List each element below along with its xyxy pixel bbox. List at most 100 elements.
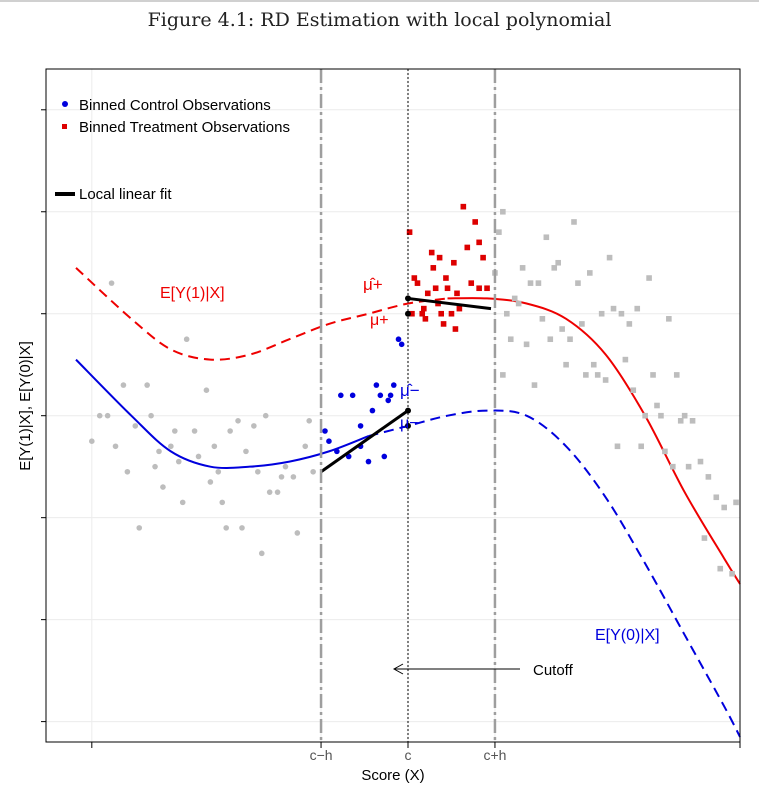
data-point	[519, 265, 526, 271]
mu-minus-hat-label: μ̂−	[400, 381, 420, 400]
data-point	[390, 382, 397, 388]
data-point	[681, 412, 688, 419]
y-axis-label: E[Y(1)|X], E[Y(0)|X]	[17, 341, 34, 471]
data-point	[369, 407, 376, 414]
data-point	[258, 550, 265, 557]
data-point	[387, 392, 394, 399]
data-point	[571, 219, 577, 225]
mu-plus-label: μ+	[370, 312, 389, 329]
data-point	[587, 270, 593, 276]
data-point	[642, 412, 648, 419]
data-point	[634, 305, 641, 312]
data-point	[444, 285, 451, 292]
data-point	[575, 280, 581, 286]
data-point	[132, 423, 139, 429]
window-lines	[319, 69, 497, 742]
data-point	[443, 275, 449, 281]
data-point	[638, 443, 644, 450]
data-point	[460, 203, 467, 210]
local-fit-line	[320, 409, 409, 474]
data-point	[381, 453, 388, 460]
ey0-label: E[Y(0)|X]	[595, 627, 660, 644]
data-point	[322, 428, 328, 434]
data-point	[428, 249, 435, 256]
data-point	[594, 372, 601, 378]
data-point	[266, 489, 273, 495]
data-point	[406, 229, 413, 235]
data-point	[666, 316, 672, 322]
data-point	[104, 412, 111, 419]
data-point	[377, 392, 384, 399]
data-point	[385, 397, 392, 404]
data-point	[243, 448, 249, 455]
data-point	[472, 219, 478, 225]
local-fit-line	[407, 296, 492, 311]
data-point	[685, 463, 692, 470]
data-point	[673, 372, 680, 378]
x-tick-label: c	[405, 747, 412, 763]
data-point	[705, 474, 712, 480]
data-point	[144, 382, 150, 388]
data-point	[451, 259, 457, 266]
data-point	[626, 321, 633, 327]
data-point	[172, 428, 178, 434]
data-point	[555, 259, 561, 266]
data-point	[136, 525, 143, 531]
data-point	[96, 412, 103, 419]
data-point	[476, 285, 482, 292]
data-point	[373, 382, 380, 388]
data-point	[515, 300, 522, 307]
data-point	[547, 336, 554, 343]
data-point	[334, 448, 340, 455]
plot-frame	[45, 68, 741, 743]
data-point	[223, 525, 229, 531]
data-point	[480, 254, 486, 261]
legend-treatment-label: Binned Treatment Observations	[79, 119, 290, 136]
top-border	[0, 0, 759, 7]
data-point	[717, 565, 724, 572]
data-point	[215, 468, 222, 475]
data-point	[606, 254, 613, 261]
data-point	[274, 489, 281, 495]
data-point	[168, 443, 174, 450]
data-point	[454, 290, 460, 297]
data-point	[476, 239, 482, 246]
data-point	[89, 438, 95, 444]
data-point	[326, 438, 332, 444]
data-point	[175, 458, 182, 465]
data-point	[419, 310, 426, 317]
data-point	[543, 234, 550, 241]
data-point	[468, 280, 475, 286]
cutoff-arrow	[392, 663, 520, 675]
data-point	[590, 361, 597, 368]
data-point	[567, 336, 573, 343]
data-point	[424, 290, 431, 297]
data-point	[630, 387, 637, 394]
data-point	[579, 321, 585, 327]
data-point	[262, 412, 269, 419]
data-point	[430, 265, 437, 271]
data-point	[452, 326, 459, 332]
figure-title: Figure 4.1: RD Estimation with local pol…	[147, 9, 612, 31]
data-point	[179, 499, 186, 506]
data-point	[507, 336, 514, 343]
data-point	[511, 295, 518, 302]
data-point	[207, 479, 214, 485]
plot-background	[46, 69, 740, 742]
data-point	[677, 417, 684, 424]
data-point	[112, 443, 119, 450]
data-point	[448, 310, 455, 317]
data-point	[235, 417, 241, 424]
data-point	[583, 372, 589, 378]
data-point	[539, 316, 546, 322]
data-point	[500, 208, 506, 215]
data-point	[729, 570, 735, 577]
data-point	[504, 310, 510, 317]
data-point	[160, 484, 166, 490]
curves-layer	[75, 267, 741, 738]
data-point	[721, 504, 727, 511]
data-point	[306, 417, 312, 424]
ey1-label: E[Y(1)|X]	[160, 285, 225, 302]
data-point	[395, 336, 402, 343]
